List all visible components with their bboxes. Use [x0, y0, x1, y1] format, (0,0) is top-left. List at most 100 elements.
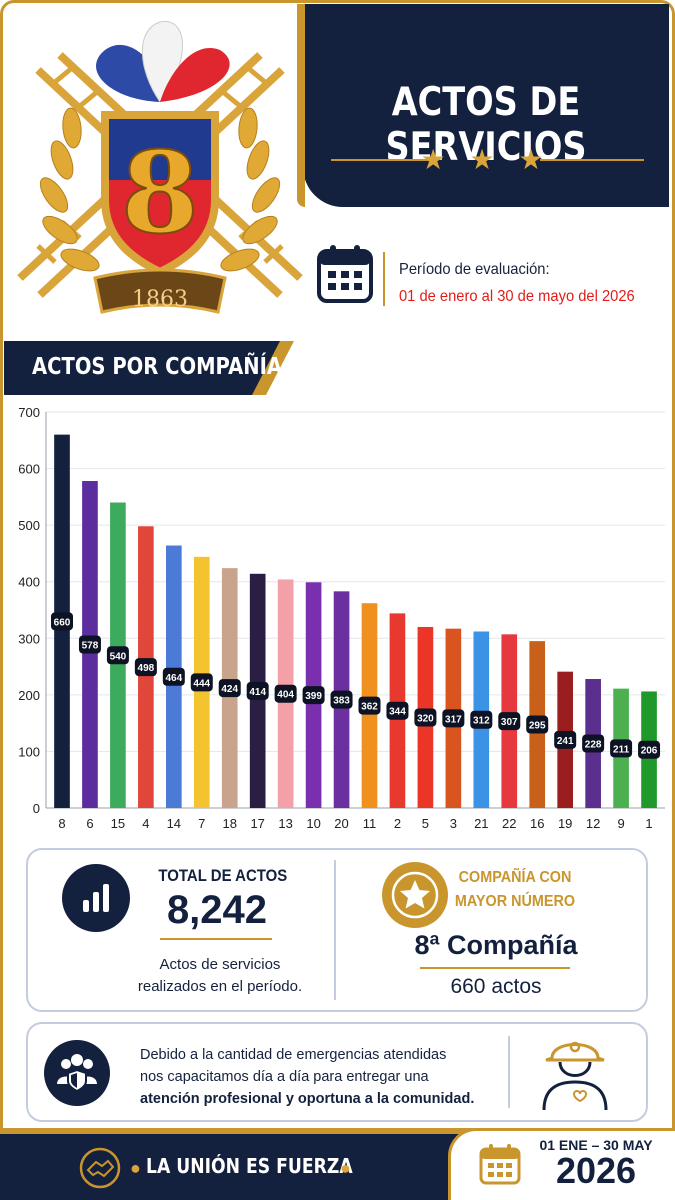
bar-label-badge — [78, 635, 101, 654]
bar-value-label: 399 — [305, 691, 322, 702]
x-tick-label: 18 — [222, 816, 236, 831]
x-tick-label: 5 — [422, 816, 429, 831]
x-tick-label: 17 — [250, 816, 264, 831]
bar-label-badge — [162, 667, 185, 686]
bar-label-badge — [442, 709, 465, 728]
section-header-banner — [4, 341, 294, 395]
bar-chart-icon — [62, 864, 130, 932]
bar-value-label: 578 — [82, 641, 99, 652]
x-tick-label: 16 — [530, 816, 544, 831]
stats-box — [26, 848, 648, 1012]
bar-value-label: 414 — [249, 687, 266, 698]
bar-value-label: 206 — [641, 746, 658, 757]
total-desc-line-1: Actos de servicios — [159, 956, 281, 973]
bar-label-badge — [190, 673, 213, 692]
y-tick-label: 0 — [33, 801, 40, 816]
top-label-line-1: COMPAÑÍA CON — [458, 869, 572, 886]
stats-divider — [334, 860, 336, 1000]
x-tick-label: 15 — [111, 816, 125, 831]
x-tick-label: 8 — [58, 816, 65, 831]
title-line-left — [331, 159, 435, 161]
total-underline — [160, 938, 272, 940]
footer-gold-strip — [0, 1128, 675, 1134]
x-tick-label: 9 — [617, 816, 624, 831]
bar-value-label: 404 — [277, 690, 294, 701]
bar-label-badge — [51, 612, 73, 631]
total-desc-line-2: realizados en el período. — [137, 978, 303, 995]
page-title: ACTOS DE SERVICIOS — [385, 80, 587, 170]
x-tick-label: 13 — [278, 816, 292, 831]
bar-value-label: 295 — [529, 721, 546, 732]
crest-year: 1863 — [132, 287, 188, 312]
bar-label-badge — [638, 740, 661, 759]
top-company-label: COMPAÑÍA CON MAYOR NÚMERO — [448, 866, 583, 914]
bar-value-label: 320 — [417, 713, 434, 724]
bar-value-label: 312 — [473, 716, 490, 727]
title-stars: ★ ★ ★ — [420, 144, 552, 175]
bar-value-label: 383 — [333, 696, 350, 707]
y-tick-label: 200 — [18, 688, 40, 703]
x-tick-label: 12 — [586, 816, 600, 831]
bar-value-label: 464 — [165, 673, 182, 684]
x-tick-label: 20 — [334, 816, 348, 831]
bar-label-badge — [218, 679, 241, 698]
bar-value-label: 660 — [54, 617, 71, 628]
bar-value-label: 540 — [110, 651, 127, 662]
title-banner: ACTOS DE SERVICIOS ★ ★ ★ — [297, 4, 669, 207]
bar-label-badge — [498, 712, 521, 731]
y-tick-label: 400 — [18, 575, 40, 590]
bar-value-label: 362 — [361, 702, 378, 713]
bar-label-badge — [554, 730, 577, 749]
period-divider — [383, 252, 385, 306]
footer-year: 2026 — [555, 1150, 637, 1191]
calendar-icon — [317, 245, 373, 303]
x-tick-label: 14 — [167, 816, 181, 831]
x-tick-label: 7 — [198, 816, 205, 831]
footer-dot-right: ● — [340, 1158, 351, 1178]
bar-label-badge — [302, 686, 325, 705]
bar-chart: 0100200300400500600700660857865401549844… — [18, 405, 665, 831]
x-tick-label: 21 — [474, 816, 488, 831]
footer-date-range: 01 ENE – 30 MAY — [539, 1137, 653, 1153]
bar-label-badge — [358, 696, 381, 715]
x-tick-label: 4 — [142, 816, 149, 831]
section-title: ACTOS POR COMPAÑÍA — [32, 354, 282, 380]
firefighter-icon — [542, 1041, 608, 1111]
bar-label-badge — [330, 690, 353, 709]
footer-dot-left: ● — [130, 1158, 141, 1178]
top-company-name: 8ª Compañía — [414, 930, 578, 960]
bar-label-badge — [106, 646, 129, 665]
message-line-2: nos capacitamos día a día para entregar … — [140, 1069, 429, 1085]
bar-label-badge — [582, 734, 605, 753]
x-tick-label: 10 — [306, 816, 320, 831]
bar-value-label: 344 — [389, 707, 406, 718]
x-tick-label: 6 — [86, 816, 93, 831]
bar-value-label: 424 — [221, 684, 238, 695]
total-label: TOTAL DE ACTOS — [158, 866, 288, 885]
bar-label-badge — [274, 684, 297, 703]
crest-emblem: 8 1863 — [17, 21, 303, 314]
y-tick-label: 500 — [18, 518, 40, 533]
x-tick-label: 22 — [502, 816, 516, 831]
message-divider — [508, 1036, 510, 1108]
y-tick-label: 600 — [18, 462, 40, 477]
y-tick-label: 300 — [18, 631, 40, 646]
x-tick-label: 1 — [645, 816, 652, 831]
title-line-right — [540, 159, 644, 161]
bar-label-badge — [386, 701, 409, 720]
bar-value-label: 444 — [193, 678, 210, 689]
bar-value-label: 307 — [501, 717, 518, 728]
period-value: 01 de enero al 30 de mayo del 2026 — [399, 288, 635, 305]
total-description: Actos de servicios realizados en el perí… — [120, 954, 320, 998]
total-value: 8,242 — [166, 888, 268, 932]
period-label: Período de evaluación: — [399, 261, 550, 278]
crest-number: 8 — [121, 128, 199, 259]
bar-value-label: 241 — [557, 736, 574, 747]
top-underline — [420, 967, 570, 969]
x-tick-label: 11 — [363, 816, 377, 831]
y-tick-label: 100 — [18, 744, 40, 759]
bar-value-label: 498 — [138, 663, 155, 674]
x-tick-label: 3 — [450, 816, 457, 831]
message-line-1: Debido a la cantidad de emergencias aten… — [140, 1047, 447, 1063]
top-label-line-2: MAYOR NÚMERO — [454, 893, 576, 910]
